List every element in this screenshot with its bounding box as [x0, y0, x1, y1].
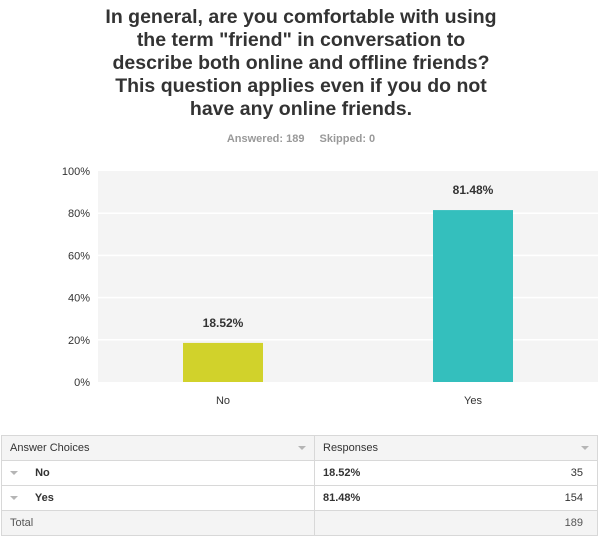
question-title: In general, are you comfortable with usi… [0, 6, 602, 121]
table-header-row: Answer Choices Responses [1, 435, 598, 461]
table-row: No 18.52% 35 [1, 460, 598, 486]
x-tick-label: Yes [464, 395, 482, 407]
question-line: describe both online and offline friends… [112, 52, 490, 74]
y-tick-label: 80% [68, 208, 90, 220]
total-row: Total 189 [1, 510, 598, 536]
y-tick-label: 20% [68, 335, 90, 347]
question-line: This question applies even if you do not [115, 75, 487, 97]
answer-choices-header[interactable]: Answer Choices [1, 435, 315, 461]
expand-caret-icon[interactable] [10, 496, 18, 501]
y-tick-label: 40% [68, 293, 90, 305]
percent-cell: 81.48% [314, 485, 515, 511]
x-tick-label: No [216, 395, 230, 407]
question-line: In general, are you comfortable with usi… [105, 6, 497, 28]
answer-choices-header-label: Answer Choices [10, 442, 90, 454]
sort-caret-icon[interactable] [581, 446, 589, 450]
bar-data-label: 18.52% [203, 316, 244, 330]
skipped-count: Skipped: 0 [319, 133, 376, 145]
sort-caret-icon[interactable] [298, 446, 306, 450]
choice-label: Yes [34, 492, 54, 504]
total-spacer [314, 510, 515, 536]
responses-header[interactable]: Responses [314, 435, 598, 461]
plot-area [98, 171, 598, 382]
expand-caret-icon[interactable] [10, 471, 18, 476]
bar [433, 210, 513, 382]
choice-label: No [35, 467, 50, 479]
y-tick-label: 0% [74, 377, 90, 389]
bar-chart: 0% 20% 40% 60% 80% 100% 18.52% No 81.48% Yes [62, 166, 598, 407]
count-cell: 154 [515, 485, 598, 511]
bar [183, 342, 263, 382]
responses-header-label: Responses [323, 442, 379, 454]
answered-count: Answered: 189 [226, 133, 305, 145]
total-count: 189 [515, 510, 598, 536]
y-tick-label: 60% [68, 250, 90, 262]
question-line: the term "friend" in conversation to [136, 29, 466, 51]
table-row: Yes 81.48% 154 [1, 485, 598, 511]
responses-table: Answer Choices Responses No 18.52% 35 [1, 435, 598, 536]
percent-cell: 18.52% [314, 460, 515, 486]
y-tick-label: 100% [62, 166, 90, 178]
total-label: Total [1, 510, 315, 536]
response-stats: Answered: 189 Skipped: 0 [0, 133, 602, 145]
question-line: have any online friends. [189, 98, 413, 120]
bar-data-label: 81.48% [453, 183, 494, 197]
choice-cell: Yes [1, 485, 315, 511]
count-cell: 35 [515, 460, 598, 486]
choice-cell: No [1, 460, 315, 486]
